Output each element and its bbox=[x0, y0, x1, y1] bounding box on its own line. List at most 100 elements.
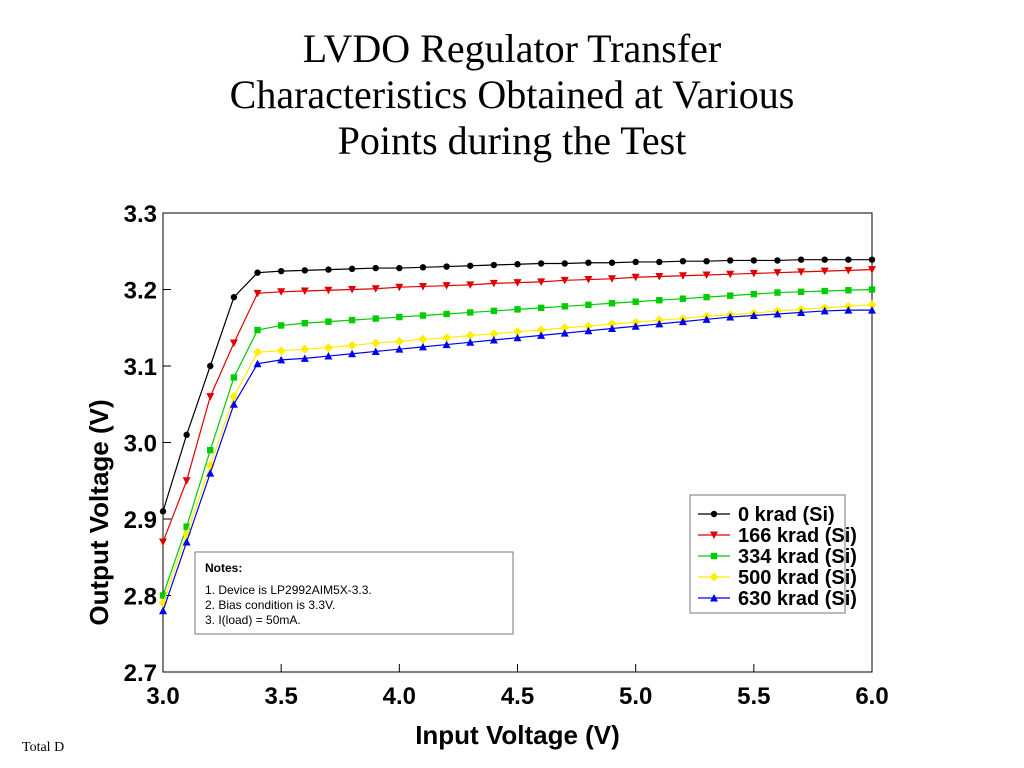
data-point bbox=[324, 352, 333, 360]
notes-line: 1. Device is LP2992AIM5X-3.3. bbox=[205, 583, 372, 597]
data-point bbox=[608, 324, 617, 333]
data-point bbox=[584, 276, 593, 284]
data-point bbox=[727, 257, 734, 264]
data-point bbox=[820, 267, 829, 276]
data-point bbox=[277, 267, 285, 275]
data-point bbox=[631, 322, 640, 330]
data-point bbox=[230, 374, 238, 381]
data-point bbox=[514, 306, 521, 313]
data-point bbox=[867, 300, 877, 310]
data-point bbox=[371, 338, 381, 348]
data-point bbox=[229, 339, 238, 348]
notes-line: 3. I(load) = 50mA. bbox=[205, 613, 301, 627]
data-point bbox=[797, 256, 805, 263]
legend-label: 630 krad (Si) bbox=[738, 588, 857, 610]
data-point bbox=[702, 315, 711, 323]
data-point bbox=[206, 393, 215, 401]
data-point bbox=[277, 288, 286, 296]
data-point bbox=[607, 319, 617, 329]
data-point bbox=[749, 311, 758, 320]
data-point bbox=[584, 326, 593, 335]
data-point bbox=[443, 263, 450, 270]
data-point bbox=[797, 288, 805, 295]
data-point bbox=[396, 313, 403, 321]
data-point bbox=[679, 295, 687, 302]
data-point bbox=[276, 346, 286, 356]
data-point bbox=[750, 257, 758, 264]
data-point bbox=[656, 258, 663, 266]
y-axis-title: Output Voltage (V) bbox=[84, 399, 114, 625]
data-point bbox=[797, 308, 806, 316]
data-point bbox=[631, 273, 640, 282]
data-point bbox=[820, 306, 829, 315]
data-point bbox=[489, 335, 498, 344]
y-tick-label: 2.9 bbox=[124, 507, 157, 534]
data-point bbox=[632, 298, 639, 305]
data-point bbox=[560, 329, 569, 337]
data-point bbox=[655, 272, 664, 281]
legend-label: 334 krad (Si) bbox=[738, 546, 857, 568]
slide-title: LVDO Regulator Transfer Characteristics … bbox=[112, 26, 912, 164]
legend-label: 0 krad (Si) bbox=[738, 504, 835, 526]
data-point bbox=[583, 321, 593, 331]
data-point bbox=[868, 256, 876, 263]
data-point bbox=[465, 330, 475, 340]
data-point bbox=[159, 538, 167, 546]
data-point bbox=[710, 552, 718, 560]
data-point bbox=[277, 322, 285, 329]
data-point bbox=[301, 319, 308, 327]
data-point bbox=[466, 338, 475, 346]
data-point bbox=[750, 290, 758, 298]
data-point bbox=[710, 594, 718, 602]
data-point bbox=[678, 272, 687, 280]
data-point bbox=[679, 257, 687, 265]
y-tick-label: 3.3 bbox=[124, 201, 157, 228]
data-point bbox=[467, 309, 474, 316]
series-line bbox=[162, 259, 872, 512]
data-point bbox=[466, 281, 475, 289]
data-point bbox=[537, 331, 546, 339]
data-point bbox=[467, 262, 474, 269]
data-point bbox=[442, 333, 452, 343]
data-point bbox=[514, 261, 521, 268]
data-point bbox=[489, 279, 498, 288]
data-point bbox=[656, 297, 663, 304]
data-point bbox=[845, 287, 852, 294]
data-point bbox=[229, 400, 238, 408]
data-point bbox=[536, 325, 546, 335]
data-point bbox=[709, 572, 719, 582]
data-point bbox=[182, 477, 191, 485]
data-point bbox=[655, 319, 664, 328]
y-tick-label: 3.1 bbox=[124, 354, 157, 381]
data-point bbox=[608, 300, 616, 307]
data-point bbox=[443, 310, 450, 318]
data-point bbox=[710, 510, 718, 518]
data-point bbox=[418, 342, 427, 351]
data-point bbox=[253, 347, 263, 357]
data-point bbox=[300, 354, 309, 362]
data-point bbox=[537, 278, 546, 286]
legend-label: 500 krad (Si) bbox=[738, 567, 857, 589]
x-axis-title: Input Voltage (V) bbox=[415, 720, 620, 750]
data-point bbox=[726, 313, 735, 321]
data-point bbox=[395, 345, 404, 353]
data-point bbox=[774, 289, 781, 296]
data-point bbox=[323, 343, 333, 353]
x-tick-label: 5.5 bbox=[737, 683, 770, 710]
data-point bbox=[372, 315, 379, 322]
data-point bbox=[585, 259, 592, 266]
data-point bbox=[560, 276, 569, 285]
data-point bbox=[727, 292, 734, 299]
data-point bbox=[678, 317, 687, 326]
data-point bbox=[372, 264, 379, 272]
data-point bbox=[418, 334, 428, 344]
data-point bbox=[537, 260, 545, 267]
y-tick-label: 3.2 bbox=[124, 278, 157, 305]
data-point bbox=[371, 347, 380, 355]
data-point bbox=[703, 257, 710, 265]
data-point bbox=[749, 269, 758, 278]
data-point bbox=[325, 266, 332, 273]
data-point bbox=[703, 293, 710, 301]
x-tick-label: 6.0 bbox=[855, 683, 888, 710]
